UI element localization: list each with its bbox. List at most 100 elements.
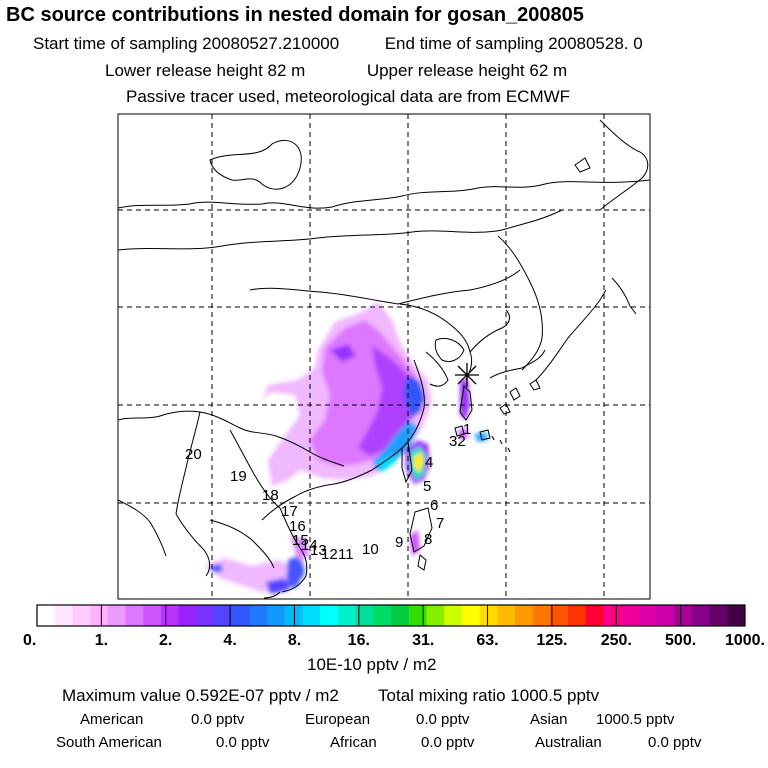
- region-south-american-name: South American: [56, 734, 162, 751]
- total-mixing-label: Total mixing ratio 1000.5 pptv: [378, 686, 600, 705]
- color-scale-cell: [249, 605, 268, 626]
- color-scale-tick-label: 16.: [348, 632, 370, 649]
- color-scale-cell: [54, 605, 73, 626]
- region-south-american-value: 0.0 pptv: [216, 734, 270, 751]
- colorbar-units: 10E-10 pptv / m2: [307, 655, 437, 674]
- color-scale-cell: [107, 605, 126, 626]
- color-scale-cell: [302, 605, 321, 626]
- color-scale-cell: [497, 605, 516, 626]
- region-australian-name: Australian: [535, 734, 602, 751]
- color-scale-cell: [444, 605, 463, 626]
- region-european-name: European: [305, 711, 371, 728]
- color-scale-cell: [391, 605, 410, 626]
- color-scale-cell: [284, 605, 303, 626]
- color-scale-cell: [231, 605, 250, 626]
- color-scale-tick-label: 0.: [23, 632, 36, 649]
- sampling-time-line: Start time of sampling 20080527.210000 E…: [33, 34, 643, 54]
- region-label: 11: [338, 546, 354, 563]
- color-scale-cell: [160, 605, 179, 626]
- color-scale-cell: [603, 605, 622, 626]
- color-scale-cell: [674, 605, 693, 626]
- color-scale-frame: [36, 604, 746, 627]
- region-american-value: 0.0 pptv: [191, 711, 245, 728]
- color-scale-cell: [125, 605, 144, 626]
- region-label: 13: [310, 542, 327, 559]
- end-time-label: End time of sampling 20080528. 0: [384, 34, 643, 53]
- color-scale-cell: [178, 605, 197, 626]
- color-scale-cell: [709, 605, 728, 626]
- color-scale-cell: [461, 605, 480, 626]
- color-scale-cell: [355, 605, 374, 626]
- star-marker-icon: [455, 363, 479, 387]
- region-label: 18: [262, 487, 279, 504]
- region-label: 20: [185, 446, 202, 463]
- region-african-value: 0.0 pptv: [421, 734, 475, 751]
- color-scale-cell: [568, 605, 587, 626]
- region-label: 15: [292, 532, 309, 549]
- upper-release-label: Upper release height 62 m: [366, 61, 568, 80]
- region-labels: 1 32 4 5 6 7 8 9 10 11 12 13 14 15 16 17…: [185, 421, 471, 563]
- plot-title: BC source contributions in nested domain…: [6, 4, 584, 26]
- region-label: 5: [423, 478, 431, 495]
- color-scale-cell: [621, 605, 640, 626]
- color-scale-tick-label: 4.: [223, 632, 236, 649]
- color-scale-cell: [320, 605, 339, 626]
- color-scale-tick-label: 8.: [288, 632, 301, 649]
- region-label: 10: [362, 541, 379, 558]
- region-label: 7: [436, 515, 444, 532]
- start-time-label: Start time of sampling 20080527.210000: [33, 34, 340, 53]
- region-label: 4: [425, 454, 433, 471]
- color-scale-cell: [727, 605, 746, 626]
- region-label: 8: [424, 531, 432, 548]
- region-label: 14: [301, 537, 318, 554]
- region-label: 1: [463, 421, 471, 438]
- max-value-label: Maximum value 0.592E-07 pptv / m2: [62, 686, 339, 705]
- color-scale-cell: [532, 605, 551, 626]
- region-label: 16: [289, 518, 306, 535]
- color-scale-cell: [638, 605, 657, 626]
- color-scale-cell: [408, 605, 427, 626]
- color-scale-tick-label: 250.: [601, 632, 632, 649]
- map-frame: [117, 113, 651, 600]
- color-scale-cell: [267, 605, 286, 626]
- color-scale-tick-label: 1.: [95, 632, 108, 649]
- region-label: 32: [449, 433, 466, 450]
- color-scale-tick-labels: 0. 1. 2. 4. 8. 16. 31. 63. 125. 250. 500. 1000.: [23, 632, 765, 649]
- region-label: 17: [281, 503, 298, 520]
- region-asian-value: 1000.5 pptv: [596, 711, 675, 728]
- region-label: 12: [321, 546, 338, 563]
- color-scale-cell: [373, 605, 392, 626]
- color-scale-tick-label: 500.: [665, 632, 696, 649]
- region-asian-name: Asian: [530, 711, 568, 728]
- color-scale-cell: [550, 605, 569, 626]
- region-label: 9: [395, 534, 403, 551]
- color-scale-cell: [37, 605, 56, 626]
- lat-lon-grid: [118, 114, 650, 599]
- color-scale-cell: [691, 605, 710, 626]
- region-australian-value: 0.0 pptv: [648, 734, 702, 751]
- color-scale-tick-label: 2.: [159, 632, 172, 649]
- color-scale-cell: [426, 605, 445, 626]
- region-european-value: 0.0 pptv: [416, 711, 470, 728]
- lower-release-label: Lower release height 82 m: [105, 61, 306, 80]
- tracer-info-line: Passive tracer used, meteorological data…: [126, 87, 571, 106]
- color-scale-cell: [585, 605, 604, 626]
- color-scale-cells: [37, 605, 746, 626]
- color-scale-cell: [656, 605, 675, 626]
- color-scale-cell: [214, 605, 233, 626]
- color-scale-cell: [514, 605, 533, 626]
- color-scale-cell: [196, 605, 215, 626]
- region-label: 6: [430, 497, 438, 514]
- region-african-name: African: [330, 734, 377, 751]
- coastlines: [118, 119, 650, 599]
- color-scale-cell: [143, 605, 162, 626]
- color-scale-cell: [90, 605, 109, 626]
- contribution-plume: [205, 302, 488, 594]
- release-height-line: Lower release height 82 m Upper release …: [105, 61, 567, 81]
- color-scale-tick-label: 125.: [536, 632, 567, 649]
- color-scale-cell: [479, 605, 498, 626]
- max-value-line: Maximum value 0.592E-07 pptv / m2 Total …: [62, 686, 599, 706]
- color-scale-tick-label: 63.: [476, 632, 498, 649]
- color-scale-tick-label: 31.: [412, 632, 434, 649]
